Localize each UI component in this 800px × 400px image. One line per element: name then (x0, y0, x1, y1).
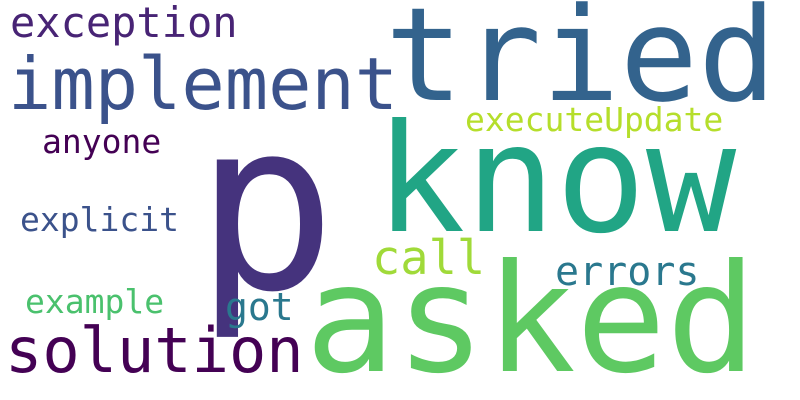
word-anyone: anyone (42, 122, 162, 161)
word-solution: solution (5, 314, 304, 387)
word-implement: implement (8, 42, 399, 126)
word-p: p (195, 71, 337, 344)
word-explicit: explicit (20, 200, 179, 239)
word-know: know (375, 93, 737, 267)
word-example: example (25, 282, 165, 321)
word-call: call (372, 231, 486, 286)
word-asked: asked (305, 233, 757, 400)
word-exception: exception (10, 0, 238, 47)
word-errors: errors (555, 249, 700, 295)
word-got: got (225, 285, 294, 329)
word-tried: tried (385, 0, 777, 131)
word-executeupdate: executeUpdate (465, 100, 724, 139)
